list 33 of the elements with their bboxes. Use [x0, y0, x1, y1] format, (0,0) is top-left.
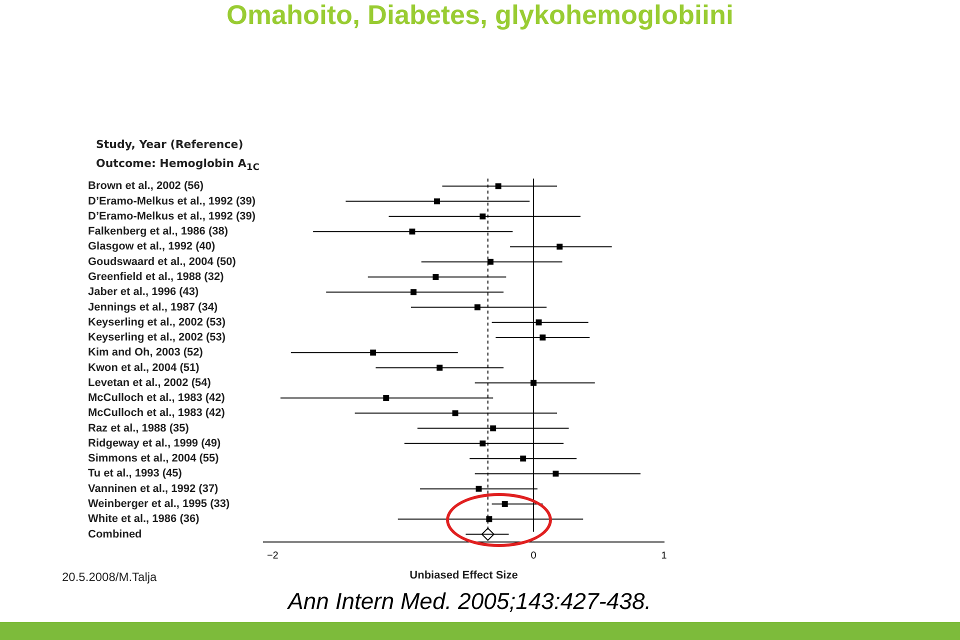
text: Ann Intern Med. 2005;143:427-438.	[288, 588, 652, 615]
y-tick-label: Simmons et al., 2004 (55)	[88, 452, 220, 465]
y-tick-label: Jennings et al., 1987 (34)	[88, 301, 218, 314]
x-tick-label: −2	[266, 550, 279, 562]
y-tick-label: Tu et al., 1993 (45)	[88, 468, 182, 480]
y-tick-label: D’Eramo-Melkus et al., 1992 (39)	[88, 195, 256, 208]
text: Study, Year (Reference)	[96, 138, 244, 151]
text: Outcome: Hemoglobin A$_{1C}$	[96, 157, 260, 174]
text: 20.5.2008/M.Talja	[62, 570, 157, 584]
y-tick-label: Keyserling et al., 2002 (53)	[88, 332, 226, 344]
chart-title: Omahoito, Diabetes, glykohemoglobiini	[225, 0, 735, 31]
x-axis-title: Unbiased Effect Size	[410, 569, 518, 582]
y-tick-label: Jaber et al., 1996 (43)	[88, 286, 200, 298]
y-tick-label: Raz et al., 1988 (35)	[88, 422, 190, 434]
y-tick-label: Falkenberg et al., 1986 (38)	[88, 226, 228, 238]
y-tick-label: Greenfield et al., 1988 (32)	[88, 271, 224, 283]
y-tick-label: McCulloch et al., 1983 (42)	[88, 392, 226, 404]
y-tick-label: Glasgow et al., 1992 (40)	[88, 240, 216, 253]
y-tick-label: McCulloch et al., 1983 (42)	[88, 407, 226, 420]
y-tick-label: Keyserling et al., 2002 (53)	[88, 316, 226, 328]
y-tick-label: Brown et al., 2002 (56)	[88, 180, 204, 192]
y-tick-label: Goudswaard et al., 2004 (50)	[88, 256, 236, 268]
y-tick-label: Kwon et al., 2004 (51)	[88, 362, 200, 374]
y-tick-label: D’Eramo-Melkus et al., 1992 (39)	[88, 210, 256, 222]
y-tick-label: White et al., 1986 (36)	[88, 513, 200, 526]
y-tick-label: Kim and Oh, 2003 (52)	[88, 346, 204, 359]
x-tick-label: 0	[530, 550, 537, 562]
y-tick-label: Vanninen et al., 1992 (37)	[88, 482, 219, 495]
y-tick-label: Weinberger et al., 1995 (33)	[88, 498, 230, 510]
y-tick-label: Ridgeway et al., 1999 (49)	[88, 437, 222, 450]
x-tick-label: 1	[661, 550, 668, 562]
y-tick-label: Combined	[88, 528, 142, 540]
y-tick-label: Levetan et al., 2002 (54)	[88, 376, 212, 389]
